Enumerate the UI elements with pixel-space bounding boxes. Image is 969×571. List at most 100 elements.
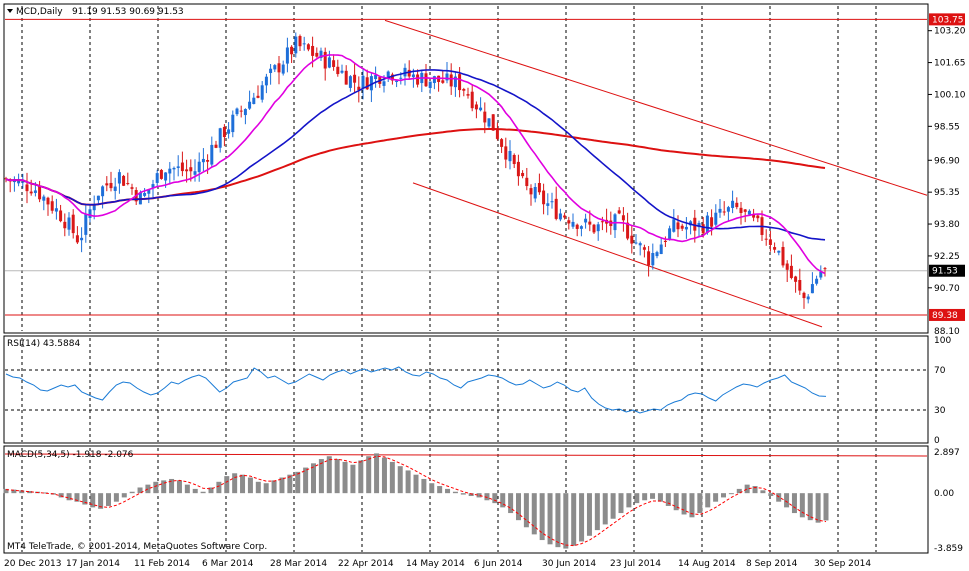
candle-body [399, 77, 403, 79]
macd-histogram-bar [90, 493, 96, 508]
macd-histogram-bar [334, 459, 340, 494]
candle-body [248, 101, 252, 109]
candle-body [117, 172, 121, 184]
footer-copyright: MT4 TeleTrade, © 2001-2014, MetaQuotes S… [7, 542, 267, 552]
current-price-tag-label: 91.53 [932, 267, 958, 277]
candle-body [731, 200, 735, 208]
macd-histogram-bar [287, 474, 293, 494]
x-tick-label: 11 Feb 2014 [134, 559, 190, 569]
candle-body [88, 209, 92, 218]
candle-body [210, 144, 214, 165]
candle-body [311, 45, 315, 56]
moving-averages [5, 54, 826, 275]
candle-body [458, 74, 462, 91]
macd-histogram-bar [508, 493, 514, 514]
x-tick-label: 8 Sep 2014 [746, 559, 798, 569]
macd-histogram-bar [657, 493, 663, 502]
candle-body [214, 144, 218, 148]
candle-body [512, 155, 516, 165]
candle-body [529, 188, 533, 195]
candle-body [306, 44, 310, 50]
macd-histogram-bar [358, 460, 364, 494]
macd-histogram-bar [784, 493, 790, 508]
macd-histogram-bar [555, 493, 561, 548]
candle-body [71, 214, 75, 234]
candle-body [516, 161, 520, 177]
macd-histogram-bar [460, 493, 466, 495]
candle-body [159, 169, 163, 179]
candle-body [773, 247, 777, 250]
candle-body [327, 57, 331, 68]
macd-histogram-bar [192, 488, 198, 494]
candle-body [479, 107, 483, 111]
candle-body [575, 224, 579, 229]
candle-body [764, 238, 768, 240]
x-tick-label: 6 Jun 2014 [474, 559, 523, 569]
macd-histogram-bar [650, 493, 656, 499]
macd-histogram-bar [610, 493, 616, 519]
macd-histogram-bar [216, 481, 222, 494]
candle-body [626, 222, 630, 239]
candle-body [294, 36, 298, 54]
candle-body [172, 167, 176, 170]
candle-body [432, 76, 436, 84]
macd-histogram-bar [11, 489, 17, 494]
candle-body [269, 68, 273, 74]
macd-histogram-bar [626, 493, 632, 508]
macd-histogram-bar [342, 461, 348, 494]
macd-histogram-bar [452, 491, 458, 494]
candle-body [92, 203, 96, 211]
candle-body [29, 191, 33, 194]
macd-histogram-bar [121, 493, 127, 498]
macd-histogram-bar [531, 493, 537, 535]
y-tick-label-partial: 88.10 [934, 327, 960, 337]
macd-histogram-bar [721, 493, 726, 498]
candle-body [315, 52, 319, 57]
candle-body [810, 284, 814, 294]
candle-body [84, 214, 88, 235]
macd-histogram-bar [579, 493, 585, 542]
y-tick-label: 100.10 [934, 90, 966, 100]
candle-body [239, 110, 243, 112]
y-tick-label: 103.20 [934, 27, 966, 37]
candle-body [424, 73, 428, 87]
candle-body [777, 250, 781, 253]
macd-histogram-bar [563, 493, 569, 549]
macd-histogram-bar [106, 493, 111, 506]
candle-body [785, 263, 789, 270]
candle-body [525, 177, 529, 187]
candle-body [600, 221, 604, 223]
x-tick-label: 6 Mar 2014 [202, 559, 254, 569]
macd-histogram-bar [153, 481, 159, 494]
candle-body [823, 268, 827, 270]
macd-histogram-bar [326, 456, 332, 494]
candle-body [819, 271, 823, 278]
collapse-triangle-icon[interactable] [7, 9, 13, 13]
candle-body [201, 158, 205, 163]
candle-body [75, 235, 79, 243]
macd-histogram-bar [744, 484, 750, 494]
macd-histogram-bar [66, 493, 72, 501]
candle-body [680, 225, 684, 229]
macd-histogram-bar [468, 493, 474, 497]
rsi-tick-label: 0 [934, 436, 940, 446]
candle-body [558, 213, 562, 220]
candle-body [789, 265, 793, 278]
rsi-line [5, 366, 827, 414]
candle-body [483, 111, 487, 123]
ma-mid-line [5, 69, 826, 241]
rsi-title: RSI(14) 43.5884 [7, 339, 80, 349]
candle-body [500, 139, 504, 147]
candle-body [38, 186, 42, 200]
candle-body [277, 63, 281, 73]
candle-body [164, 172, 168, 181]
y-tick-label: 98.55 [934, 122, 960, 132]
candle-body [672, 219, 676, 232]
candle-body [659, 244, 663, 255]
candle-body [151, 184, 155, 188]
candle-body [579, 226, 583, 229]
macd-histogram-bar [405, 470, 411, 494]
candle-body [193, 171, 197, 175]
